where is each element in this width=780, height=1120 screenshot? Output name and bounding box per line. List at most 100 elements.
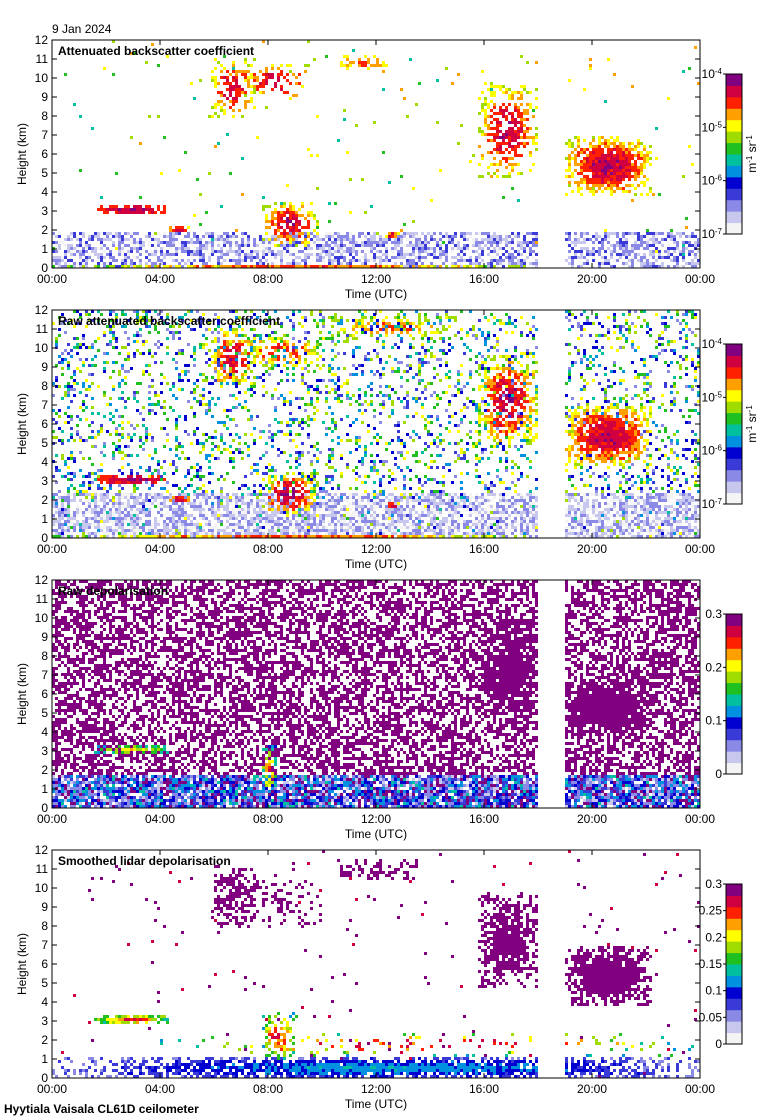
x-tick-label: 00:00 <box>685 542 715 556</box>
colorbar-tick-label: 10-7 <box>702 227 723 242</box>
x-tick-label: 04:00 <box>145 1082 175 1096</box>
colorbar-tick-label: 0.3 <box>705 877 722 891</box>
y-tick-label: 2 <box>41 223 48 237</box>
y-tick-label: 0 <box>41 1071 48 1085</box>
colorbar-tick-label: 0.1 <box>705 714 722 728</box>
x-tick-label: 08:00 <box>253 812 283 826</box>
x-tick-label: 04:00 <box>145 272 175 286</box>
x-axis-label: Time (UTC) <box>345 1097 407 1111</box>
y-tick-label: 4 <box>41 455 48 469</box>
x-axis-label: Time (UTC) <box>345 827 407 841</box>
y-tick-label: 9 <box>41 900 48 914</box>
panel-2: Raw attenuated backscatter coefficient 0 1… <box>15 303 759 571</box>
x-tick-label: 20:00 <box>577 542 607 556</box>
panel-title: Raw depolarisation <box>58 584 168 598</box>
y-tick-label: 1 <box>41 1052 48 1066</box>
x-tick-label: 12:00 <box>361 272 391 286</box>
x-tick-label: 00:00 <box>37 272 67 286</box>
x-tick-label: 00:00 <box>685 272 715 286</box>
y-tick-label: 7 <box>41 668 48 682</box>
date-label: 9 Jan 2024 <box>52 22 112 36</box>
y-tick-label: 11 <box>36 52 49 66</box>
colorbar: 10-7 10-6 10-5 10-4 m-1 sr-1 <box>702 67 759 242</box>
y-tick-label: 7 <box>41 398 48 412</box>
y-tick-label: 4 <box>41 995 48 1009</box>
y-tick-label: 8 <box>41 379 48 393</box>
panel-title: Raw attenuated backscatter coefficient <box>58 314 280 328</box>
x-tick-label: 12:00 <box>361 1082 391 1096</box>
y-tick-label: 10 <box>35 611 49 625</box>
y-tick-label: 7 <box>41 128 48 142</box>
colorbar-tick-label: 10-6 <box>702 443 723 458</box>
colorbar-tick-label: 10-5 <box>702 390 723 405</box>
x-tick-label: 20:00 <box>577 1082 607 1096</box>
y-tick-label: 11 <box>36 862 49 876</box>
colorbar-tick-label: 0.2 <box>705 930 722 944</box>
y-tick-label: 12 <box>35 573 49 587</box>
x-tick-label: 20:00 <box>577 272 607 286</box>
y-tick-label: 10 <box>35 71 49 85</box>
y-tick-label: 0 <box>41 531 48 545</box>
x-tick-label: 00:00 <box>685 1082 715 1096</box>
x-tick-label: 16:00 <box>469 272 499 286</box>
y-tick-label: 10 <box>35 341 49 355</box>
x-tick-label: 00:00 <box>37 812 67 826</box>
x-tick-label: 16:00 <box>469 812 499 826</box>
y-tick-label: 12 <box>35 33 49 47</box>
x-tick-label: 04:00 <box>145 812 175 826</box>
colorbar-tick-label: 0 <box>715 767 722 781</box>
x-axis-label: Time (UTC) <box>345 287 407 301</box>
colorbar-units: m-1 sr-1 <box>745 135 760 173</box>
y-tick-label: 12 <box>35 303 49 317</box>
colorbar-tick-label: 10-6 <box>702 173 723 188</box>
y-tick-label: 3 <box>41 744 48 758</box>
colorbar-tick-label: 0.15 <box>699 957 723 971</box>
x-tick-label: 20:00 <box>577 812 607 826</box>
x-tick-label: 00:00 <box>37 1082 67 1096</box>
x-tick-label: 08:00 <box>253 1082 283 1096</box>
x-tick-label: 08:00 <box>253 542 283 556</box>
heatmap-cells <box>52 850 700 1078</box>
x-tick-label: 04:00 <box>145 542 175 556</box>
colorbar-units: m-1 sr-1 <box>745 405 760 443</box>
y-tick-label: 8 <box>41 919 48 933</box>
y-tick-label: 6 <box>41 147 48 161</box>
y-tick-label: 2 <box>41 763 48 777</box>
colorbar-tick-label: 0.25 <box>699 904 723 918</box>
y-tick-label: 8 <box>41 649 48 663</box>
y-tick-label: 5 <box>41 436 48 450</box>
y-tick-label: 8 <box>41 109 48 123</box>
x-tick-label: 08:00 <box>253 272 283 286</box>
y-axis-label: Height (km) <box>15 123 29 185</box>
y-tick-label: 11 <box>36 592 49 606</box>
y-tick-label: 6 <box>41 687 48 701</box>
y-tick-label: 5 <box>41 166 48 180</box>
heatmap-cells <box>52 310 700 538</box>
y-tick-label: 3 <box>41 474 48 488</box>
colorbar-tick-label: 10-7 <box>702 497 723 512</box>
x-tick-label: 00:00 <box>685 812 715 826</box>
panel-4: Smoothed lidar depolarisation01234567891… <box>15 843 743 1111</box>
panel-title: Attenuated backscatter coefficient <box>58 44 254 58</box>
y-tick-label: 3 <box>41 1014 48 1028</box>
x-tick-label: 16:00 <box>469 542 499 556</box>
y-tick-label: 2 <box>41 493 48 507</box>
heatmap-cells <box>52 580 700 808</box>
panel-title: Smoothed lidar depolarisation <box>58 854 231 868</box>
y-tick-label: 9 <box>41 630 48 644</box>
panel-1: Attenuated backscatter coefficient012345… <box>15 33 759 301</box>
heatmap-cells <box>52 40 700 268</box>
y-tick-label: 1 <box>41 782 48 796</box>
colorbar: 10-7 10-6 10-5 10-4 m-1 sr-1 <box>702 337 759 512</box>
y-tick-label: 4 <box>41 725 48 739</box>
y-tick-label: 9 <box>41 90 48 104</box>
y-tick-label: 2 <box>41 1033 48 1047</box>
y-tick-label: 0 <box>41 261 48 275</box>
y-axis-label: Height (km) <box>15 933 29 995</box>
y-tick-label: 1 <box>41 512 48 526</box>
colorbar-tick-label: 0 <box>715 1037 722 1051</box>
footer-label: Hyytiala Vaisala CL61D ceilometer <box>4 1102 199 1116</box>
y-tick-label: 1 <box>41 242 48 256</box>
